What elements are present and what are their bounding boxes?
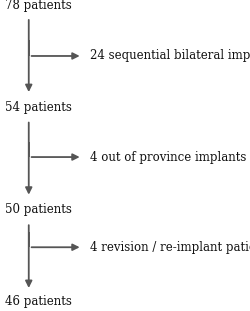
Text: 54 patients: 54 patients xyxy=(5,100,72,114)
Text: 50 patients: 50 patients xyxy=(5,203,72,216)
Text: 4 revision / re-implant patients: 4 revision / re-implant patients xyxy=(90,241,250,254)
Text: 4 out of province implants: 4 out of province implants xyxy=(90,151,246,164)
Text: 46 patients: 46 patients xyxy=(5,295,72,308)
Text: 78 patients: 78 patients xyxy=(5,0,72,12)
Text: 24 sequential bilateral implants: 24 sequential bilateral implants xyxy=(90,49,250,63)
